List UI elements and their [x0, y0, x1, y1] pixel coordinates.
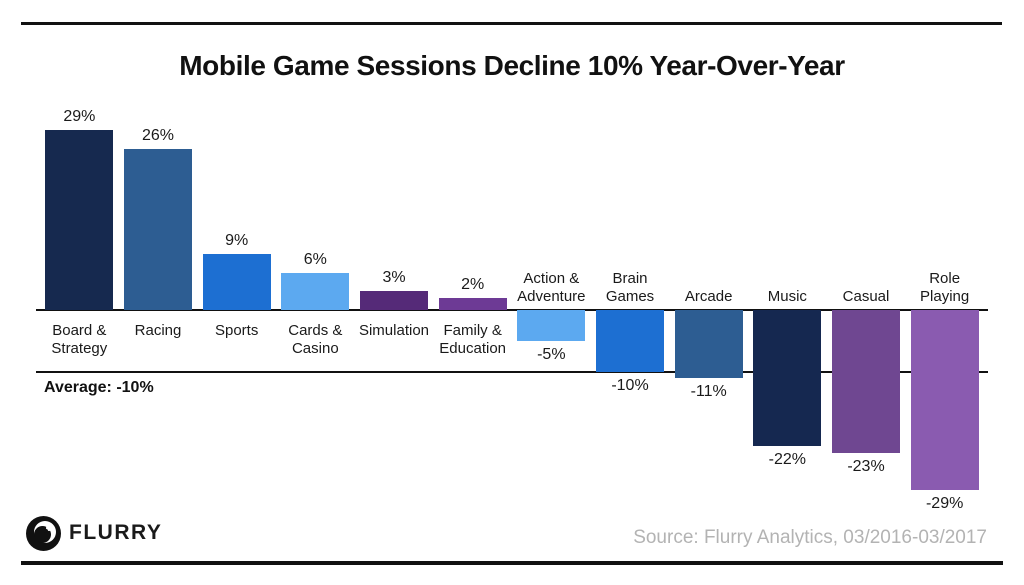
bar-family-education — [438, 297, 507, 310]
value-label-arcade: -11% — [690, 383, 727, 401]
bar-cards-casino — [281, 272, 350, 310]
category-label-sports: Sports — [214, 322, 259, 339]
bar-role-playing — [910, 310, 979, 490]
value-label-casual: -23% — [847, 457, 885, 475]
bar-casual — [832, 310, 900, 453]
bar-music — [753, 310, 822, 447]
value-label-simulation: 3% — [382, 269, 406, 287]
value-label-cards-casino: 6% — [303, 250, 327, 268]
bottom-divider — [21, 561, 1003, 565]
value-label-brain-games: -10% — [611, 377, 649, 394]
bar-sports — [202, 254, 271, 310]
category-label-arcade: Arcade — [684, 288, 733, 305]
value-label-board-strategy: 29% — [63, 108, 96, 126]
source-caption: Source: Flurry Analytics, 03/2016-03/201… — [633, 527, 987, 548]
value-label-role-playing: -29% — [925, 494, 964, 512]
category-label-cards-casino: Cards & Casino — [288, 322, 343, 357]
category-label-family-education: Family & Education — [439, 322, 507, 357]
category-label-casual: Casual — [842, 288, 890, 305]
bar-simulation — [360, 291, 428, 310]
bar-action-adventure — [517, 310, 586, 341]
average-line — [36, 371, 988, 373]
bar-board-strategy — [45, 130, 114, 310]
value-label-sports: 9% — [225, 232, 249, 250]
category-label-racing: Racing — [134, 322, 182, 339]
top-divider — [21, 22, 1002, 25]
flurry-logo-icon — [26, 515, 61, 551]
value-label-family-education: 2% — [461, 275, 485, 293]
bar-brain-games — [596, 310, 664, 372]
category-label-simulation: Simulation — [358, 322, 430, 339]
value-label-racing: 26% — [141, 126, 175, 144]
chart-title: Mobile Game Sessions Decline 10% Year-Ov… — [179, 50, 845, 81]
zero-axis-line — [36, 309, 988, 311]
category-label-board-strategy: Board & Strategy — [51, 322, 108, 357]
value-label-music: -22% — [768, 451, 806, 469]
category-label-action-adventure: Action & Adventure — [517, 270, 586, 305]
category-label-music: Music — [767, 288, 807, 305]
category-label-role-playing: Role Playing — [920, 270, 970, 305]
flurry-logo: FLURRY — [25, 514, 162, 552]
flurry-logo-text: FLURRY — [69, 521, 163, 544]
value-label-action-adventure: -5% — [537, 346, 566, 363]
average-label: Average: -10% — [44, 379, 154, 396]
bar-racing — [124, 148, 192, 310]
bar-arcade — [674, 310, 743, 379]
category-label-brain-games: Brain Games — [605, 270, 655, 305]
